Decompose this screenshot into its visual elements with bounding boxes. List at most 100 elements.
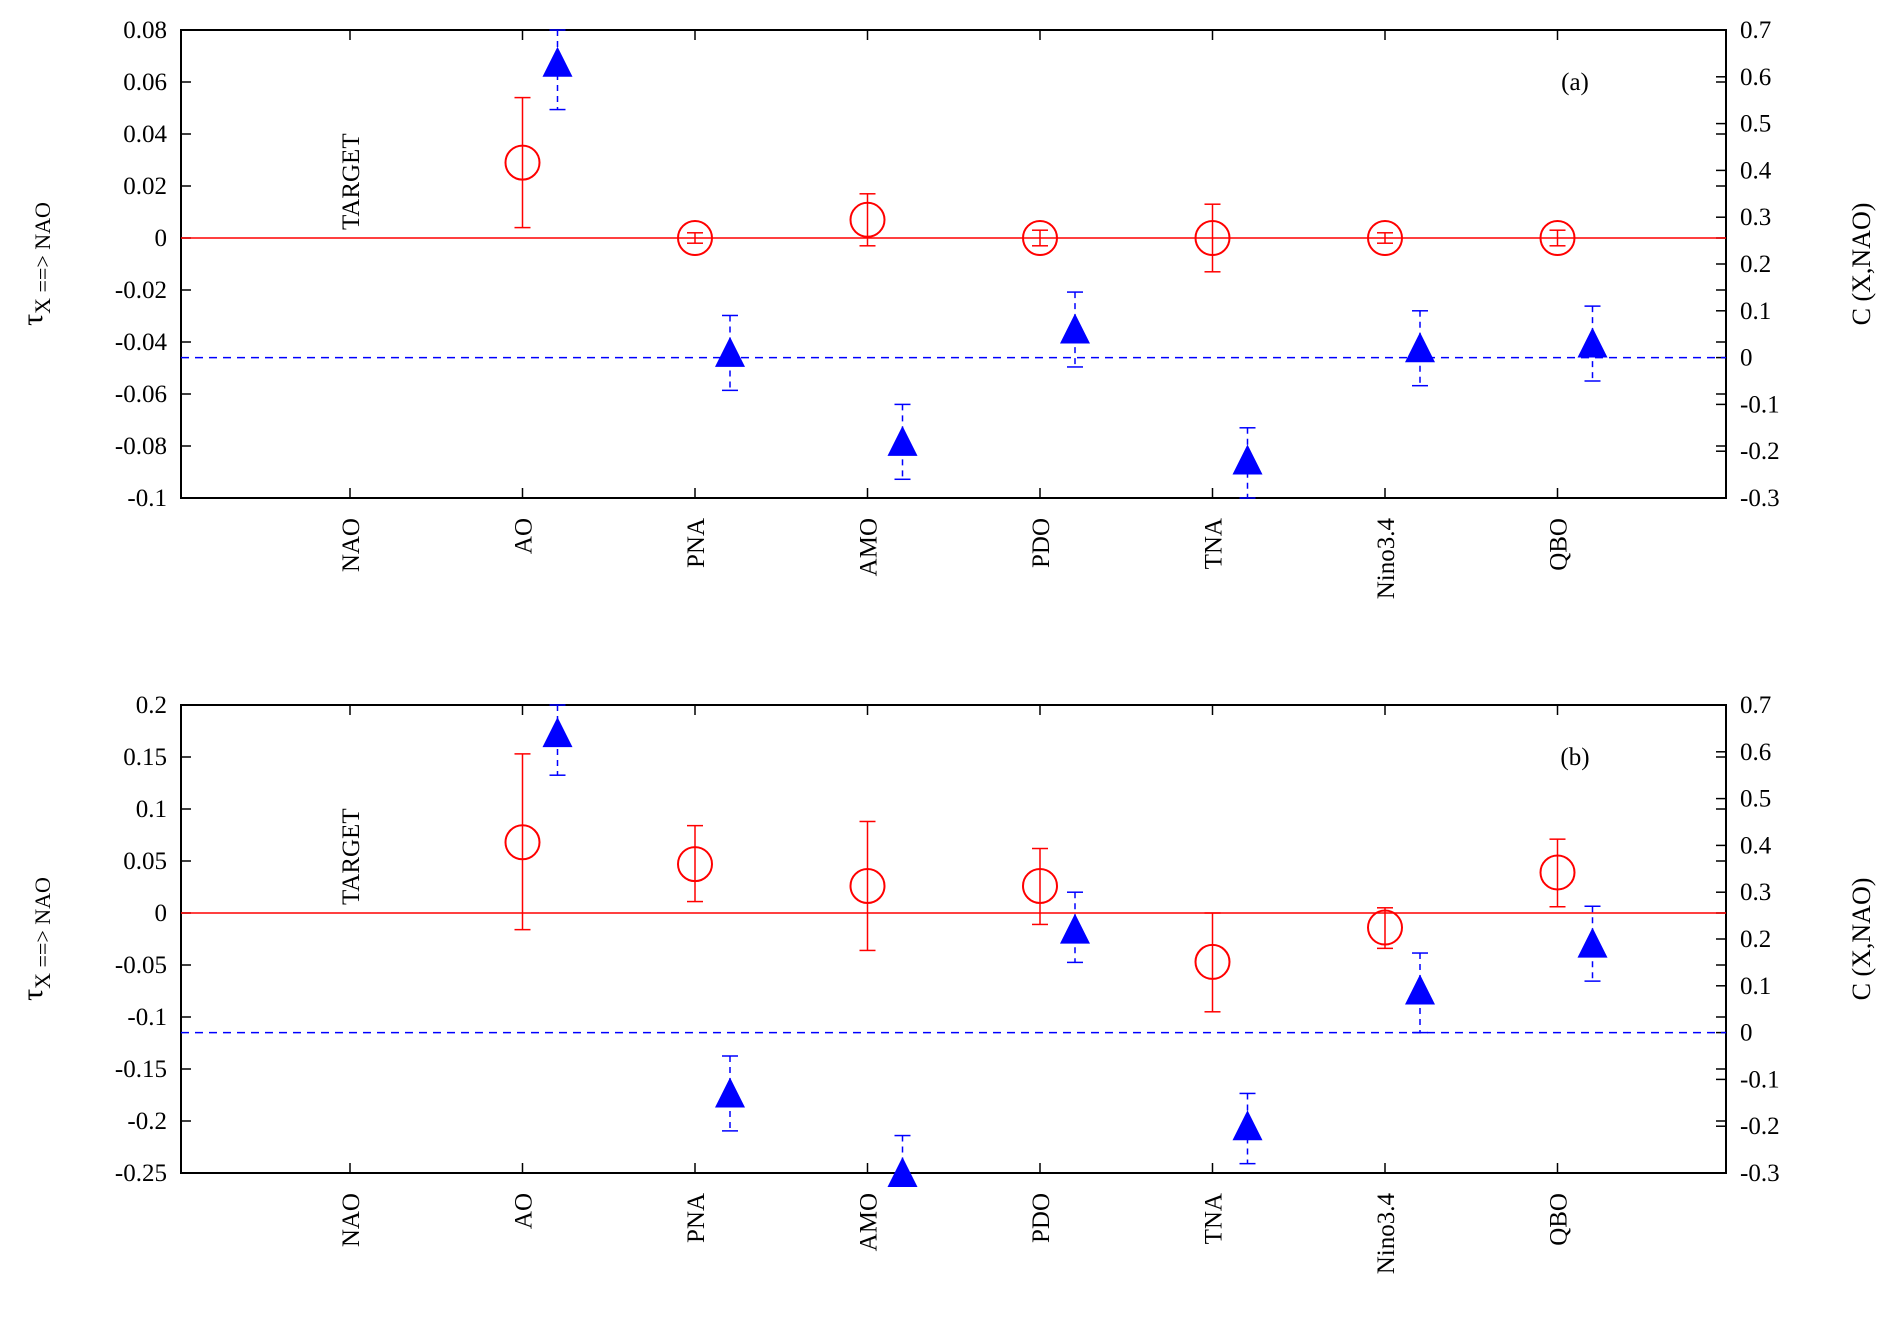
y-right-tick-label: 0.7 xyxy=(1740,17,1771,44)
y-left-tick-label: 0.08 xyxy=(123,17,167,44)
y-left-tick-label: -0.1 xyxy=(127,1004,167,1031)
x-category-label: TNA xyxy=(1201,518,1228,569)
y-right-tick-label: 0.2 xyxy=(1740,926,1771,953)
y-right-tick-label: 0.5 xyxy=(1740,786,1771,813)
y-right-tick-label: -0.3 xyxy=(1740,1160,1780,1187)
corr-point xyxy=(1060,313,1090,344)
x-category-label: AO xyxy=(511,1193,538,1229)
x-category-label: PNA xyxy=(683,518,710,568)
x-category-label: AO xyxy=(511,518,538,554)
corr-point xyxy=(1405,332,1435,363)
x-category-label: Nino3.4 xyxy=(1373,518,1400,600)
y-left-tick-label: -0.08 xyxy=(115,433,167,460)
plot-frame xyxy=(180,29,1727,499)
tau-point xyxy=(1539,220,1576,256)
tau-point xyxy=(677,846,713,883)
corr-point xyxy=(1577,927,1608,958)
x-category-label: PDO xyxy=(1028,1193,1055,1243)
y-left-axis-title: τX ==> NAO xyxy=(16,877,55,1001)
y-right-tick-label: 0.3 xyxy=(1740,204,1771,231)
y-right-axis-title: C (X,NAO) xyxy=(1847,878,1876,1001)
y-left-tick-label: 0.04 xyxy=(123,121,167,148)
tau-point xyxy=(1194,220,1231,256)
y-right-tick-label: -0.1 xyxy=(1740,391,1780,418)
tau-point xyxy=(1539,854,1576,891)
x-category-label: QBO xyxy=(1546,518,1573,571)
y-left-tick-label: -0.05 xyxy=(115,952,167,979)
y-right-tick-label: 0.6 xyxy=(1740,64,1771,91)
y-right-tick-label: 0.2 xyxy=(1740,251,1771,278)
y-right-tick-label: 0.4 xyxy=(1740,832,1772,859)
chart-panel-a: -0.1 -0.08 -0.06 -0.04 -0.02 0 0.02 0.04 0.06 0.0… xyxy=(16,17,1876,599)
y-right-axis-title: C (X,NAO) xyxy=(1847,203,1876,326)
corr-point xyxy=(1405,974,1435,1005)
corr-point xyxy=(1232,1110,1263,1141)
tau-point xyxy=(1022,220,1058,256)
y-left-tick-label: 0 xyxy=(155,225,168,252)
y-right-tick-label: 0 xyxy=(1740,1020,1753,1047)
y-right-tick-label: 0.4 xyxy=(1740,157,1772,184)
tau-point xyxy=(1367,220,1403,256)
y-left-tick-label: 0 xyxy=(155,900,168,927)
x-category-label: PDO xyxy=(1028,518,1055,568)
y-left-tick-label: 0.15 xyxy=(123,744,167,771)
chart-panel-b: -0.25 -0.2 -0.15 -0.1 -0.05 0 0.05 0.1 0.15 0.2 -0… xyxy=(16,692,1876,1274)
tau-point xyxy=(1367,909,1403,946)
y-left-tick-label: -0.04 xyxy=(115,329,168,356)
x-category-label: NAO xyxy=(338,1193,365,1247)
corr-point xyxy=(542,46,573,77)
y-left-tick-label: -0.02 xyxy=(115,277,167,304)
x-category-label: TNA xyxy=(1201,1193,1228,1244)
target-label: TARGET xyxy=(338,808,365,905)
y-left-tick-label: 0.1 xyxy=(136,796,167,823)
corr-point xyxy=(542,717,573,748)
y-left-tick-label: -0.2 xyxy=(127,1108,167,1135)
panel-label: (b) xyxy=(1560,744,1589,771)
y-right-tick-label: 0 xyxy=(1740,345,1753,372)
y-right-tick-label: -0.2 xyxy=(1740,438,1780,465)
plot-frame xyxy=(180,704,1727,1174)
x-category-label: Nino3.4 xyxy=(1373,1193,1400,1275)
x-category-label: QBO xyxy=(1546,1193,1573,1246)
y-left-tick-label: -0.15 xyxy=(115,1056,167,1083)
y-left-tick-label: -0.06 xyxy=(115,381,167,408)
y-right-tick-label: 0.7 xyxy=(1740,692,1771,719)
y-right-tick-label: 0.1 xyxy=(1740,973,1771,1000)
tau-point xyxy=(1022,867,1058,904)
corr-point xyxy=(1060,913,1090,944)
tau-point xyxy=(1194,943,1231,980)
y-left-axis-title: τX ==> NAO xyxy=(16,202,55,326)
tau-point xyxy=(677,220,713,256)
tau-point xyxy=(504,824,541,861)
x-category-label: NAO xyxy=(338,518,365,572)
x-category-label: PNA xyxy=(683,1193,710,1243)
target-label: TARGET xyxy=(338,133,365,230)
corr-point xyxy=(1577,327,1608,358)
corr-point xyxy=(715,336,745,367)
x-category-label: AMO xyxy=(856,518,883,576)
y-left-tick-label: -0.1 xyxy=(127,485,167,512)
y-right-tick-label: 0.1 xyxy=(1740,298,1771,325)
y-left-tick-label: -0.25 xyxy=(115,1160,167,1187)
tau-point xyxy=(849,867,886,904)
corr-point xyxy=(715,1077,745,1108)
y-right-tick-label: -0.1 xyxy=(1740,1066,1780,1093)
corr-point xyxy=(1232,444,1263,475)
y-left-tick-label: 0.02 xyxy=(123,173,167,200)
y-right-tick-label: -0.3 xyxy=(1740,485,1780,512)
y-left-tick-label: 0.05 xyxy=(123,848,167,875)
y-right-tick-label: 0.5 xyxy=(1740,111,1771,138)
y-right-tick-label: 0.6 xyxy=(1740,739,1771,766)
tau-point xyxy=(504,144,541,181)
y-right-tick-label: 0.3 xyxy=(1740,879,1771,906)
y-left-tick-label: 0.06 xyxy=(123,69,167,96)
y-left-tick-label: 0.2 xyxy=(136,692,167,719)
x-category-label: AMO xyxy=(856,1193,883,1251)
y-right-tick-label: -0.2 xyxy=(1740,1113,1780,1140)
corr-point xyxy=(887,1157,918,1187)
panel-label: (a) xyxy=(1561,69,1589,96)
tau-point xyxy=(849,201,886,238)
corr-point xyxy=(887,425,918,456)
